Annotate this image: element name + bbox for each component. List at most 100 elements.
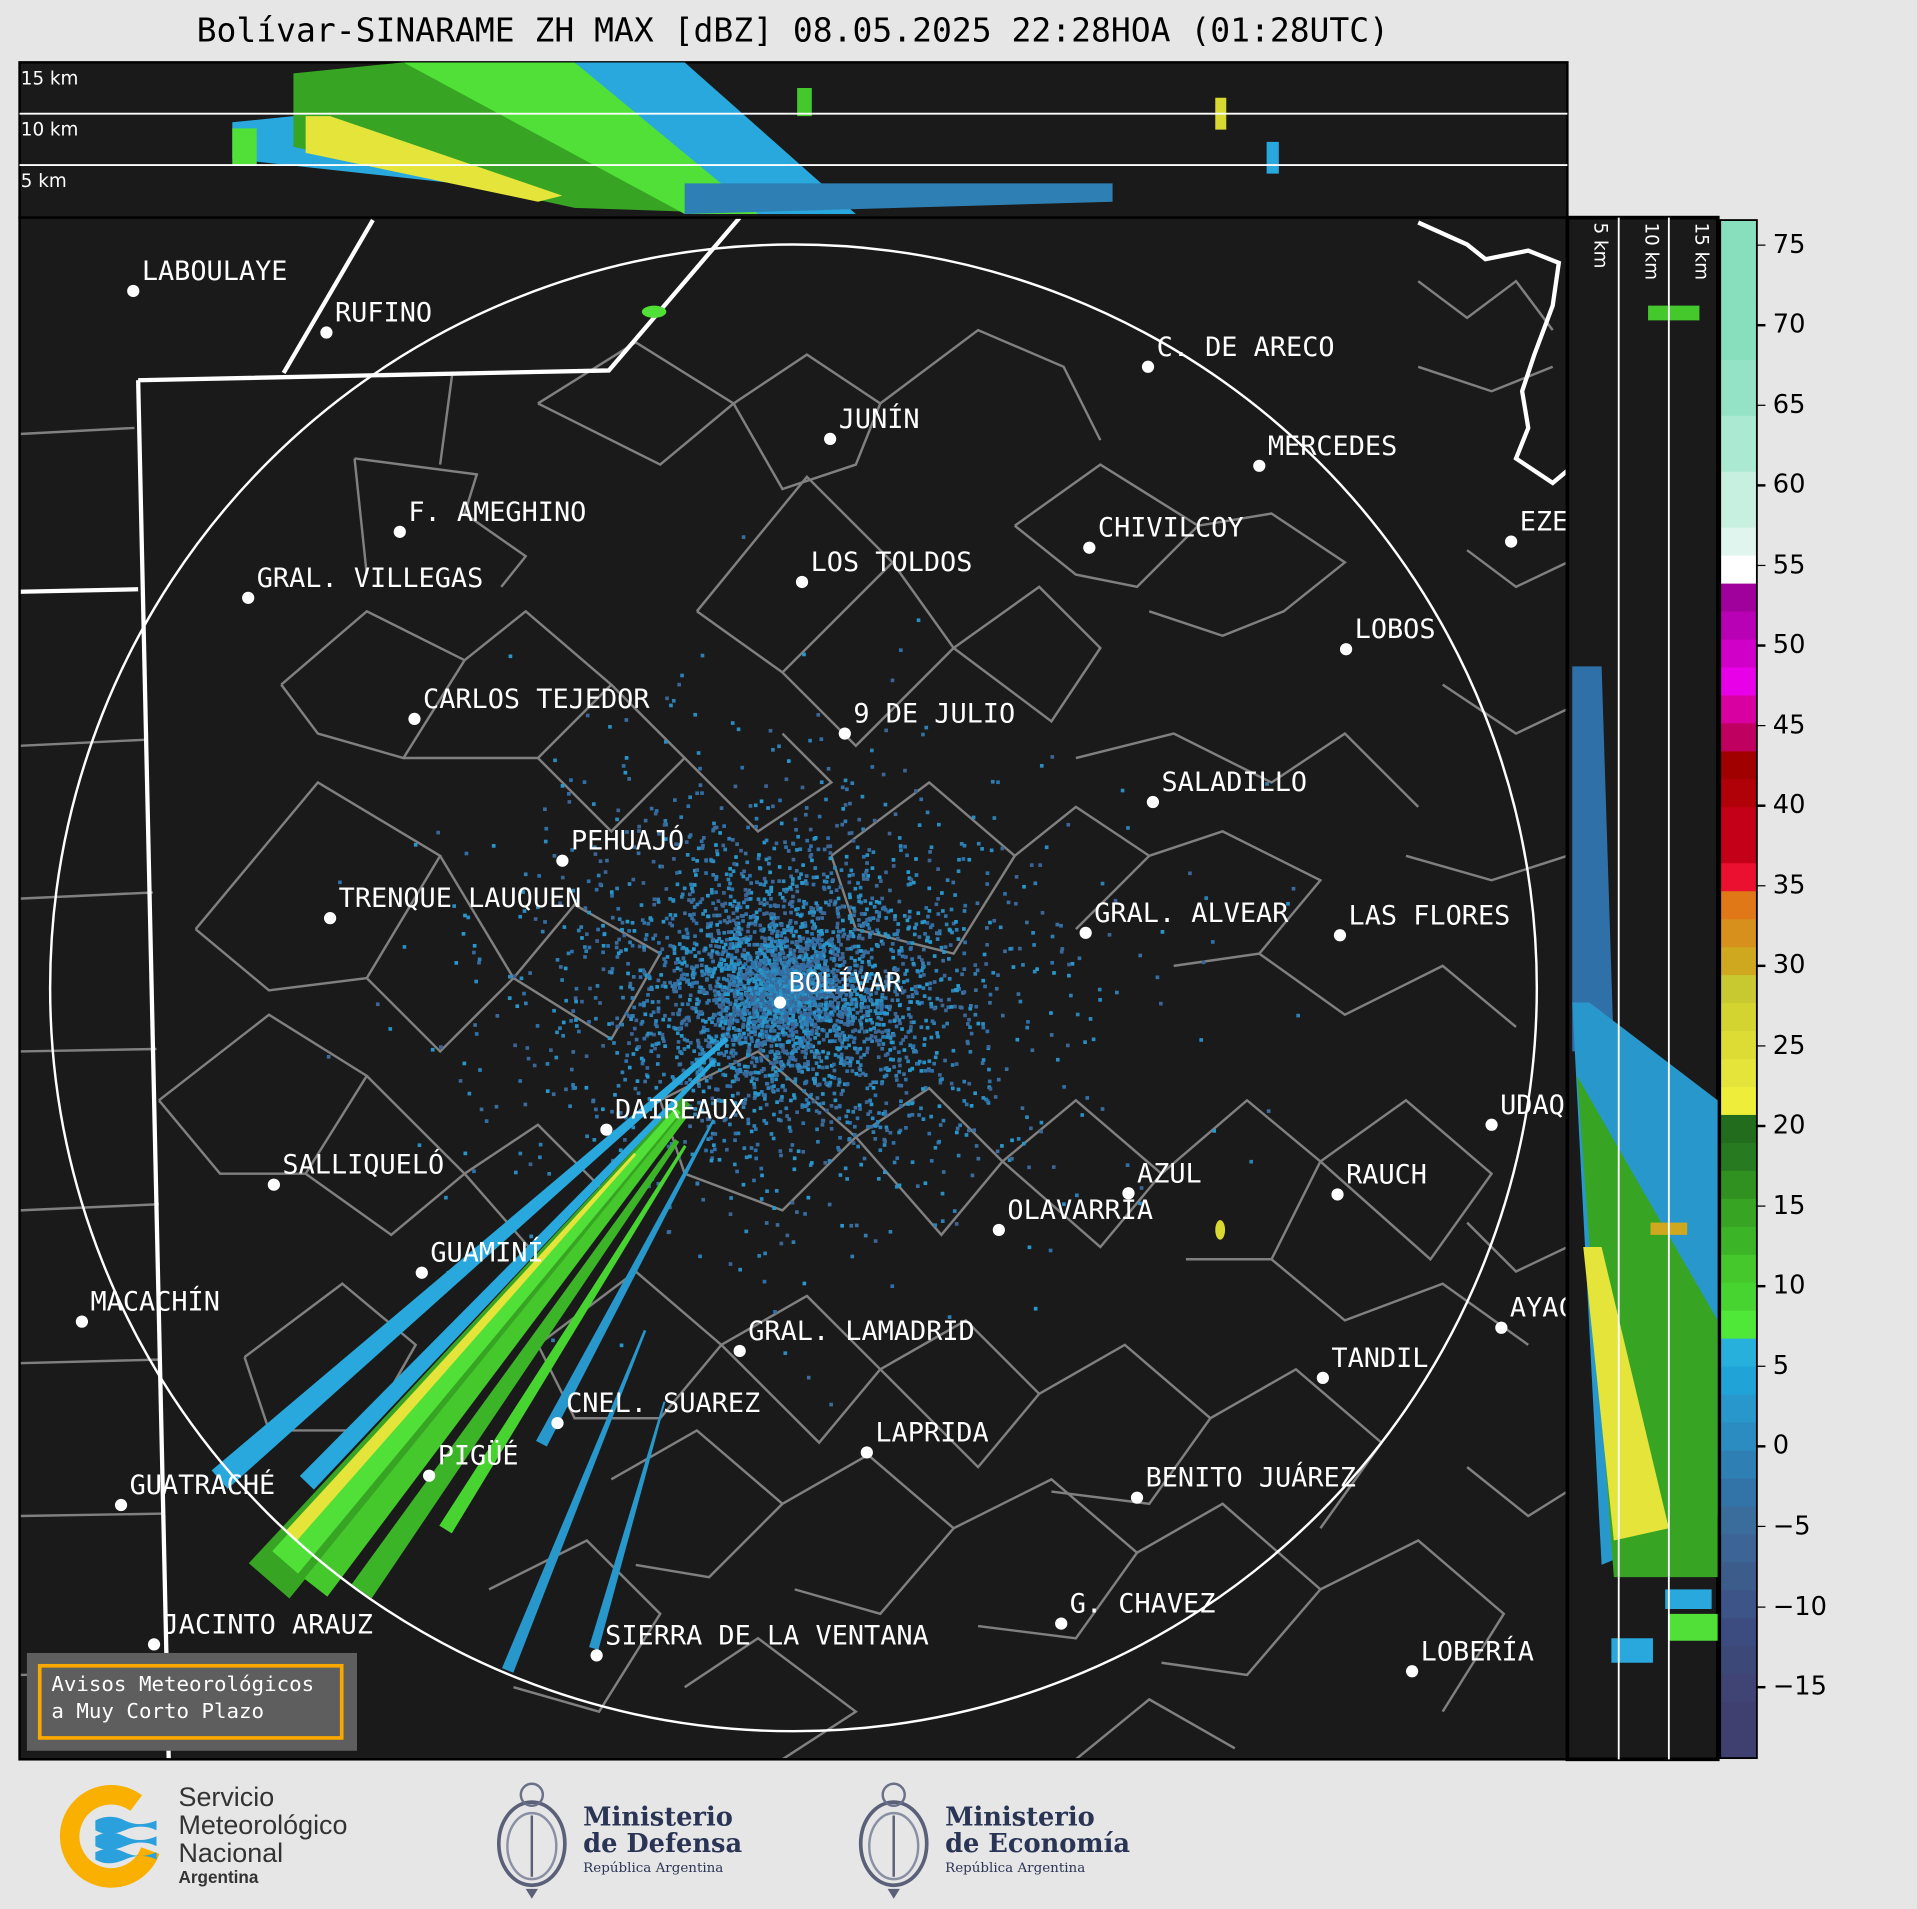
radar-echo-pixel [650,987,654,992]
radar-echo-pixel [1033,881,1038,886]
radar-echo-pixel [822,1077,827,1082]
radar-echo-pixel [728,1062,733,1067]
radar-echo-pixel [786,759,791,763]
radar-echo-pixel [720,952,725,957]
radar-echo-pixel [776,1088,780,1092]
radar-echo-pixel [710,1131,715,1136]
economia-line-1: Ministerio [945,1800,1095,1832]
radar-echo-pixel [786,990,790,995]
notice-box[interactable]: Avisos Meteorológicos a Muy Corto Plazo [26,1652,357,1751]
radar-echo-pixel [791,1015,795,1020]
radar-echo-pixel [992,816,997,820]
radar-echo-pixel [877,875,882,880]
radar-echo-pixel [724,1015,729,1020]
radar-echo-pixel [815,940,820,945]
city-label: PIGÜÉ [438,1440,519,1472]
radar-echo-pixel [821,989,826,993]
radar-echo-pixel [779,1118,783,1123]
economia-country: República Argentina [945,1859,1086,1876]
radar-echo-pixel [803,1011,807,1016]
radar-echo-pixel [695,858,699,863]
cross-section-echo [1665,1589,1712,1609]
radar-echo-pixel [813,1079,817,1083]
colorbar-tick-mark [1756,564,1766,567]
radar-echo-pixel [755,1142,760,1147]
radar-echo-pixel [495,1014,500,1018]
city-label: EZEIZA [1520,507,1617,538]
radar-echo-pixel [823,993,828,997]
radar-echo-pixel [655,1024,659,1029]
radar-echo-pixel [806,1067,810,1072]
radar-echo-pixel [467,1091,472,1096]
radar-echo-pixel [761,1093,766,1097]
radar-echo-pixel [656,1006,661,1011]
radar-echo-pixel [890,1284,895,1289]
radar-echo-pixel [817,814,822,819]
radar-echo-pixel [873,1137,878,1141]
radar-echo-pixel [719,1099,724,1103]
colorbar-segment [1720,891,1757,920]
radar-echo-pixel [579,925,584,929]
radar-echo-pixel [668,921,672,926]
radar-echo-pixel [858,1018,862,1023]
ministerio-economia-logo: Ministerio de Economía República Argenti… [851,1773,1144,1901]
city-label: PEHUAJÓ [571,825,684,857]
radar-echo-pixel [462,1061,467,1066]
colorbar-segment [1720,555,1757,585]
radar-echo-pixel [967,1081,972,1086]
radar-echo-pixel [759,998,764,1003]
radar-echo-pixel [686,1002,690,1007]
radar-echo-pixel [891,1141,896,1145]
radar-echo-pixel [850,1254,855,1259]
radar-echo-pixel [816,983,821,988]
radar-echo-pixel [855,973,859,978]
colorbar-tick-label: −15 [1772,1671,1827,1701]
radar-echo-pixel [807,1031,811,1036]
radar-echo-pixel [864,920,868,925]
radar-echo-pixel [976,841,981,846]
radar-echo-pixel [860,1015,864,1020]
radar-echo-pixel [1201,960,1206,965]
radar-echo-pixel [793,817,798,822]
radar-echo-pixel [595,1114,599,1119]
radar-echo-pixel [951,880,956,885]
radar-echo-pixel [856,944,861,949]
radar-echo-pixel [757,1070,761,1075]
radar-echo-pixel [984,962,988,966]
colorbar-segment [1720,807,1757,837]
radar-echo-pixel [777,938,782,943]
radar-echo-pixel [785,1026,790,1030]
radar-echo-pixel [759,1022,764,1027]
radar-echo-pixel [828,856,833,861]
radar-echo-pixel [853,1132,857,1137]
radar-echo-pixel [1138,1201,1142,1206]
radar-echo-pixel [832,944,836,949]
radar-echo-pixel [845,1082,850,1086]
figure-title: Bolívar-SINARAME ZH MAX [dBZ] 08.05.2025… [196,12,1390,51]
radar-echo-pixel [807,848,812,852]
radar-echo-pixel [936,912,941,916]
radar-echo-pixel [861,873,866,877]
radar-echo-pixel [814,963,819,967]
radar-echo-pixel [888,1004,893,1009]
radar-echo-pixel [790,940,794,945]
radar-echo-pixel [705,978,709,982]
city-marker: LABOULAYE [127,256,287,298]
radar-echo-pixel [787,1039,791,1044]
radar-echo-pixel [862,1156,867,1161]
city-dot-icon [1495,1321,1508,1334]
radar-echo-pixel [678,1062,683,1066]
radar-echo-pixel [723,901,728,906]
radar-echo-pixel [828,899,833,903]
radar-echo-pixel [752,1085,757,1090]
radar-echo-pixel [744,999,748,1004]
radar-echo-pixel [760,942,764,947]
city-dot-icon [1055,1617,1068,1630]
radar-echo-pixel [769,1061,773,1065]
radar-echo-pixel [841,934,846,939]
radar-echo-pixel [805,943,809,947]
radar-echo-pixel [797,955,802,959]
radar-echo-pixel [725,986,729,990]
colorbar-segment [1720,1058,1757,1088]
radar-echo-pixel [686,1015,691,1020]
